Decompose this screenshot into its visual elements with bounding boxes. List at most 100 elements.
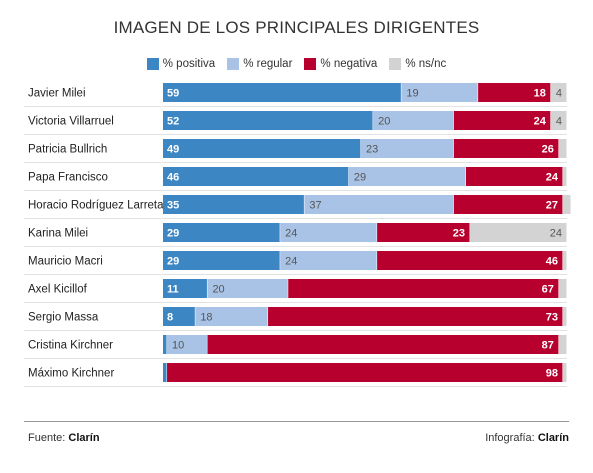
data-label-karina-milei-negativa: 23 [453, 228, 465, 240]
data-label-patricia-bullrich-regular: 23 [366, 144, 378, 156]
bar-maximo-kirchner-negativa [167, 363, 563, 382]
data-label-javier-milei-positiva: 59 [167, 88, 179, 100]
bar-karina-milei-positiva [163, 223, 280, 242]
category-label-axel-kicillof: Axel Kicillof [28, 284, 88, 296]
data-label-javier-milei-regular: 19 [406, 88, 418, 100]
footer-source-value: Clarín [68, 432, 100, 444]
chart-plot: Javier Milei 59 19 18 4 Victoria Villarruel 52… [24, 83, 571, 387]
bar-mauricio-macri-regular [280, 251, 377, 270]
data-label-sergio-massa-positiva: 8 [167, 312, 173, 324]
category-label-karina-milei: Karina Milei [28, 228, 88, 240]
legend-label-regular: % regular [243, 58, 293, 70]
footer-source: Fuente: Clarín [28, 432, 100, 444]
bar-patricia-bullrich-regular [360, 139, 454, 158]
bar-cristina-kirchner-negativa [207, 335, 559, 354]
bar-victoria-villarruel-regular [373, 111, 454, 130]
bar-mauricio-macri-nsnc [562, 251, 567, 270]
chart-title: IMAGEN DE LOS PRINCIPALES DIRIGENTES [113, 18, 480, 37]
legend-swatch-regular [227, 58, 240, 70]
footer-credit-label: Infografía: [485, 432, 535, 444]
data-label-horacio-rodriguez-larreta-negativa: 27 [546, 200, 558, 212]
data-label-maximo-kirchner-negativa: 98 [546, 368, 558, 380]
category-label-horacio-rodriguez-larreta: Horacio Rodríguez Larreta [28, 200, 164, 212]
bar-horacio-rodriguez-larreta-regular [304, 195, 454, 214]
data-label-papa-francisco-negativa: 24 [546, 172, 559, 184]
data-label-mauricio-macri-negativa: 46 [546, 256, 558, 268]
bar-karina-milei-negativa [377, 223, 470, 242]
bar-horacio-rodriguez-larreta-nsnc [562, 195, 571, 214]
bar-javier-milei-positiva [163, 83, 401, 102]
data-label-papa-francisco-regular: 29 [354, 172, 366, 184]
bar-patricia-bullrich-nsnc [558, 139, 567, 158]
bar-axel-kicillof-positiva [163, 279, 207, 298]
bar-patricia-bullrich-negativa [453, 139, 559, 158]
data-label-cristina-kirchner-regular: 10 [172, 340, 184, 352]
legend-swatch-negativa [304, 58, 317, 70]
footer-credit-value: Clarín [537, 432, 569, 444]
bar-horacio-rodriguez-larreta-positiva [163, 195, 304, 214]
data-label-patricia-bullrich-positiva: 49 [167, 144, 179, 156]
data-label-javier-milei-nsnc: 4 [556, 88, 562, 100]
category-label-javier-milei: Javier Milei [28, 88, 86, 100]
category-label-sergio-massa: Sergio Massa [28, 312, 99, 324]
bar-axel-kicillof-negativa [288, 279, 559, 298]
category-label-papa-francisco: Papa Francisco [28, 172, 108, 184]
bar-cristina-kirchner-regular [167, 335, 207, 354]
bar-sergio-massa-positiva [163, 307, 195, 326]
bar-maximo-kirchner-positiva [163, 363, 167, 382]
category-label-mauricio-macri: Mauricio Macri [28, 256, 103, 268]
data-label-horacio-rodriguez-larreta-positiva: 35 [167, 200, 179, 212]
bar-victoria-villarruel-negativa [453, 111, 551, 130]
bar-patricia-bullrich-positiva [163, 139, 361, 158]
bar-sergio-massa-nsnc [562, 307, 567, 326]
bar-papa-francisco-nsnc [562, 167, 567, 186]
bar-javier-milei-negativa [478, 83, 551, 102]
legend-item-nsnc: % ns/nc [389, 58, 446, 70]
data-label-axel-kicillof-positiva: 11 [167, 284, 179, 296]
data-label-cristina-kirchner-negativa: 87 [542, 340, 554, 352]
data-label-javier-milei-negativa: 18 [534, 88, 546, 100]
legend-label-negativa: % negativa [320, 58, 378, 70]
legend-item-regular: % regular [227, 58, 292, 70]
data-label-papa-francisco-positiva: 46 [167, 172, 179, 184]
bar-axel-kicillof-nsnc [558, 279, 567, 298]
bar-mauricio-macri-positiva [163, 251, 280, 270]
legend-label-positiva: % positiva [162, 58, 216, 70]
data-label-karina-milei-nsnc: 24 [550, 228, 562, 240]
bar-papa-francisco-positiva [163, 167, 349, 186]
bar-javier-milei-regular [401, 83, 478, 102]
bar-cristina-kirchner-nsnc [558, 335, 567, 354]
data-label-victoria-villarruel-nsnc: 4 [556, 116, 562, 128]
bar-karina-milei-nsnc [470, 223, 567, 242]
bar-javier-milei-nsnc [550, 83, 567, 102]
data-label-karina-milei-regular: 24 [285, 228, 297, 240]
legend: % positiva % regular % negativa % ns/nc [0, 58, 593, 70]
category-label-patricia-bullrich: Patricia Bullrich [28, 144, 107, 156]
data-label-sergio-massa-regular: 18 [200, 312, 212, 324]
bar-mauricio-macri-negativa [377, 251, 563, 270]
data-label-axel-kicillof-negativa: 67 [542, 284, 554, 296]
bar-papa-francisco-negativa [466, 167, 563, 186]
category-label-maximo-kirchner: Máximo Kirchner [28, 368, 114, 380]
footer-divider [24, 421, 569, 422]
data-label-victoria-villarruel-regular: 20 [378, 116, 390, 128]
bar-sergio-massa-regular [195, 307, 268, 326]
data-label-mauricio-macri-regular: 24 [285, 256, 297, 268]
bar-horacio-rodriguez-larreta-negativa [453, 195, 563, 214]
bar-karina-milei-regular [280, 223, 377, 242]
data-label-horacio-rodriguez-larreta-regular: 37 [309, 200, 321, 212]
bar-sergio-massa-negativa [268, 307, 563, 326]
data-label-patricia-bullrich-negativa: 26 [542, 144, 554, 156]
legend-swatch-positiva [146, 58, 159, 70]
category-label-victoria-villarruel: Victoria Villarruel [28, 116, 114, 128]
data-label-victoria-villarruel-positiva: 52 [167, 116, 179, 128]
legend-swatch-nsnc [389, 58, 402, 70]
bar-cristina-kirchner-positiva [163, 335, 167, 354]
bar-victoria-villarruel-positiva [163, 111, 373, 130]
data-label-karina-milei-positiva: 29 [167, 228, 179, 240]
legend-item-positiva: % positiva [146, 58, 216, 70]
bar-maximo-kirchner-nsnc [562, 363, 567, 382]
footer-credit: Infografía: Clarín [485, 432, 569, 444]
footer-source-label: Fuente: [28, 432, 66, 444]
legend-item-negativa: % negativa [304, 58, 377, 70]
